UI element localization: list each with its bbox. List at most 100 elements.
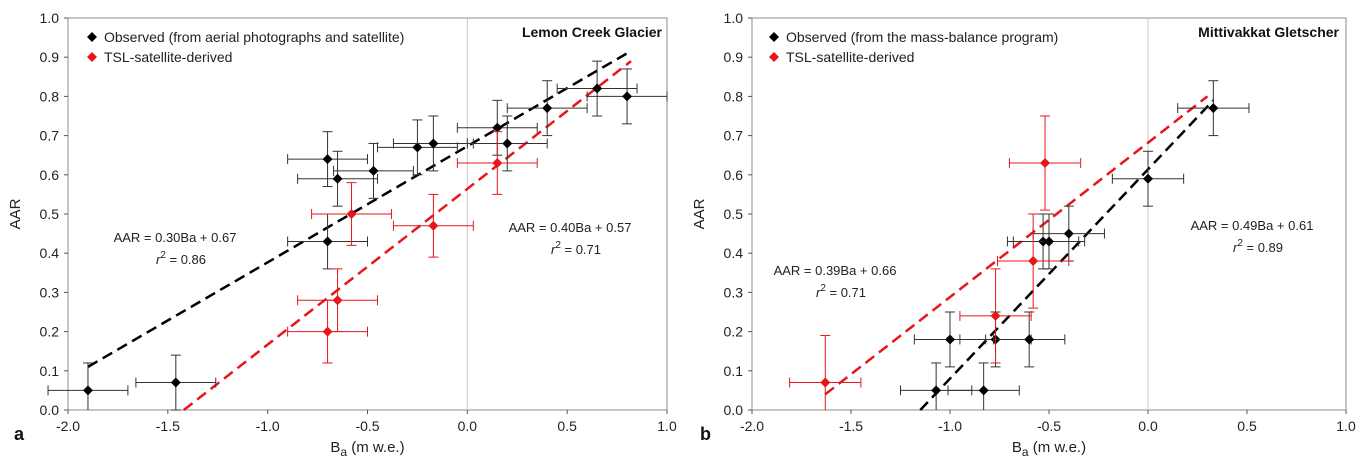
- r-symbol: r: [1233, 240, 1238, 255]
- y-tick-label: 0.0: [724, 402, 744, 418]
- data-point: [287, 131, 368, 188]
- x-axis-label-subscript: a: [1022, 445, 1029, 459]
- legend-marker: [87, 52, 97, 62]
- r-squared-value: = 0.71: [561, 242, 601, 257]
- point-marker: [1143, 173, 1153, 184]
- r-superscript: 2: [555, 240, 561, 251]
- x-tick-label: -2.0: [740, 418, 764, 434]
- y-tick-label: 0.4: [724, 245, 744, 261]
- fit-line-observed: [919, 99, 1215, 411]
- panel-label: b: [700, 424, 711, 444]
- point-marker: [945, 334, 955, 345]
- y-tick-label: 0.7: [724, 128, 744, 144]
- y-tick-label: 0.3: [40, 284, 60, 300]
- y-tick-label: 0.2: [40, 324, 60, 340]
- y-tick-label: 0.2: [724, 324, 744, 340]
- legend-marker: [87, 32, 97, 42]
- point-marker: [82, 385, 93, 396]
- y-tick-label: 0.1: [40, 363, 60, 379]
- data-point: [297, 150, 378, 207]
- data-point: [333, 142, 414, 199]
- data-point: [135, 354, 217, 411]
- point-marker: [492, 158, 503, 169]
- data-point: [1008, 115, 1082, 211]
- x-tick-label: -1.5: [156, 418, 180, 434]
- x-axis-label-units: (m w.e.): [1029, 439, 1087, 456]
- x-axis-label-main: B: [330, 439, 340, 456]
- point-marker: [990, 310, 1001, 321]
- data-point: [900, 362, 973, 410]
- fit-line-tsl: [183, 60, 632, 411]
- x-tick-label: -2.0: [56, 418, 80, 434]
- r-superscript: 2: [1237, 238, 1243, 249]
- point-marker: [346, 209, 357, 219]
- data-point: [287, 213, 368, 270]
- fit-line-observed: [87, 52, 628, 368]
- r-squared-value: = 0.86: [166, 252, 206, 267]
- y-tick-label: 0.4: [40, 245, 60, 261]
- r-symbol: r: [551, 242, 556, 257]
- y-tick-label: 0.7: [40, 128, 60, 144]
- x-tick-label: 1.0: [1336, 418, 1356, 434]
- legend-entry: Observed (from aerial photographs and sa…: [104, 29, 404, 45]
- y-axis-label: AAR: [7, 198, 24, 229]
- data-point: [789, 335, 862, 410]
- r-squared-value: = 0.71: [826, 285, 866, 300]
- point-marker: [1024, 334, 1035, 345]
- point-marker: [322, 236, 333, 247]
- x-axis-label-units: (m w.e.): [347, 439, 405, 456]
- data-point: [506, 80, 588, 137]
- regression-equation: AAR = 0.40Ba + 0.57: [509, 220, 632, 235]
- data-point: [993, 311, 1066, 368]
- point-marker: [978, 385, 989, 396]
- point-marker: [542, 103, 553, 114]
- y-tick-label: 0.0: [40, 402, 60, 418]
- y-tick-label: 0.9: [724, 49, 744, 65]
- x-tick-label: 1.0: [657, 418, 677, 434]
- chart-title: Mittivakkat Gletscher: [1198, 24, 1339, 40]
- y-tick-label: 0.8: [40, 88, 60, 104]
- point-marker: [322, 326, 333, 337]
- x-axis-label-main: B: [1012, 439, 1022, 456]
- y-tick-label: 1.0: [40, 10, 60, 26]
- fit-line-tsl: [824, 95, 1209, 396]
- point-marker: [622, 91, 633, 102]
- x-tick-label: -1.0: [938, 418, 962, 434]
- y-axis-label: AAR: [691, 198, 708, 229]
- data-point: [456, 131, 538, 195]
- data-point: [376, 119, 458, 176]
- y-tick-label: 0.9: [40, 49, 60, 65]
- data-point: [392, 193, 474, 258]
- x-tick-label: 0.0: [1138, 418, 1158, 434]
- point-marker: [332, 295, 343, 306]
- chart-panel-b: 0.0 0.1 0.2 0.3 0.4 0.5 0.6 0.7 0.8 0.9 1.0 -2.0 -1.…: [691, 10, 1356, 459]
- r-squared-label: r2 = 0.71: [551, 240, 601, 257]
- data-point: [392, 115, 474, 172]
- data-point: [1111, 150, 1185, 207]
- chart-title: Lemon Creek Glacier: [522, 24, 663, 40]
- x-tick-label: -0.5: [1037, 418, 1061, 434]
- x-tick-label: 0.5: [1237, 418, 1257, 434]
- data-point: [947, 362, 1020, 410]
- x-axis-label-subscript: a: [340, 445, 347, 459]
- point-marker: [502, 138, 513, 149]
- point-marker: [1208, 103, 1219, 114]
- y-tick-label: 1.0: [724, 10, 744, 26]
- point-marker: [368, 165, 379, 176]
- r-superscript: 2: [820, 283, 826, 294]
- point-marker: [428, 220, 439, 231]
- point-marker: [1044, 236, 1054, 247]
- data-point: [47, 362, 129, 410]
- y-tick-label: 0.1: [724, 363, 744, 379]
- regression-equation: AAR = 0.39Ba + 0.66: [774, 263, 897, 278]
- point-marker: [412, 142, 423, 153]
- r-squared-label: r2 = 0.86: [156, 250, 206, 267]
- y-tick-label: 0.6: [40, 167, 60, 183]
- data-point: [297, 268, 378, 333]
- x-axis-label: Ba (m w.e.): [330, 439, 404, 459]
- x-tick-label: -1.0: [256, 418, 280, 434]
- data-point: [311, 182, 392, 246]
- point-marker: [428, 138, 439, 149]
